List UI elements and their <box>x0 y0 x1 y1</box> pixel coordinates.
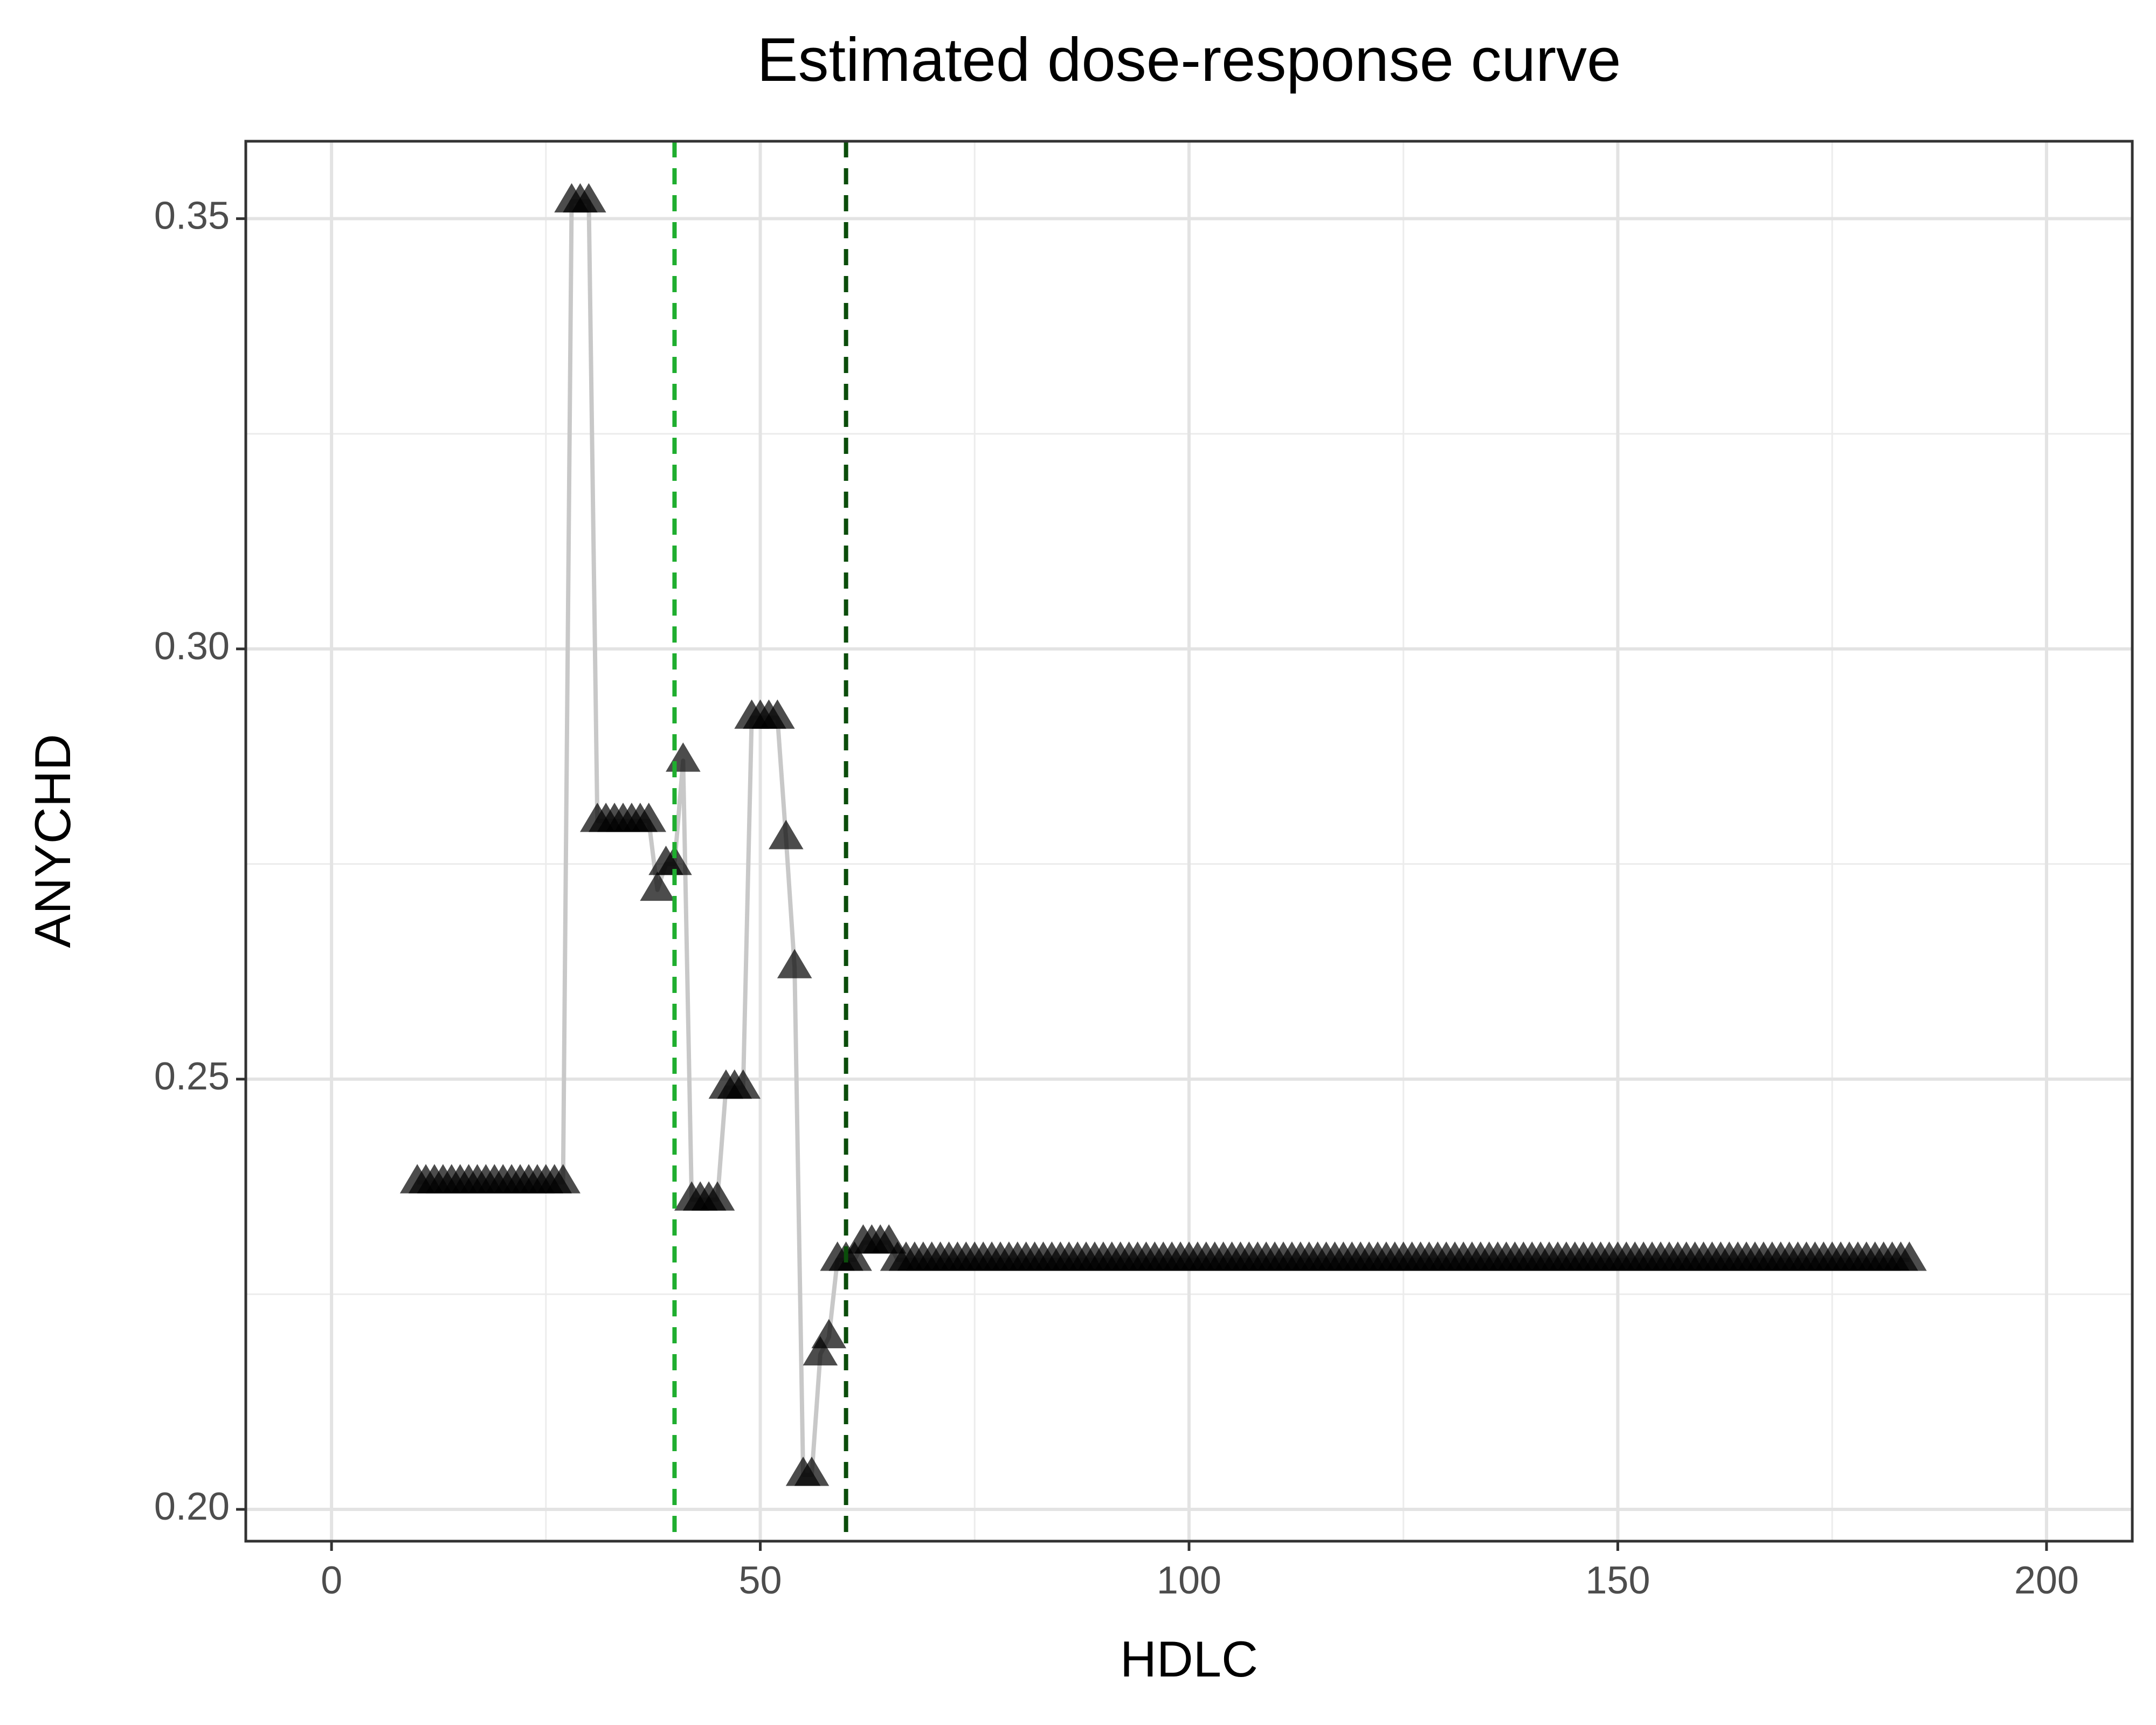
point <box>700 1181 735 1211</box>
y-tick-label: 0.35 <box>154 195 230 238</box>
chart-title: Estimated dose-response curve <box>757 26 1621 94</box>
point <box>760 699 795 729</box>
point <box>837 1241 872 1271</box>
point <box>803 1336 838 1366</box>
y-tick-label: 0.20 <box>154 1485 230 1528</box>
x-tick-label: 100 <box>1157 1559 1221 1602</box>
x-tick-label: 200 <box>2014 1559 2079 1602</box>
point <box>777 949 812 978</box>
point <box>811 1319 847 1349</box>
y-tick-label: 0.25 <box>154 1055 230 1098</box>
point <box>545 1164 581 1193</box>
plot-border <box>244 140 2134 1543</box>
y-axis-title: ANYCHD <box>24 734 81 948</box>
x-tick-label: 150 <box>1585 1559 1650 1602</box>
x-tick-label: 50 <box>738 1559 782 1602</box>
point <box>640 871 675 901</box>
point <box>725 1069 761 1099</box>
point <box>768 819 804 850</box>
point <box>571 183 606 213</box>
x-axis-title: HDLC <box>1120 1631 1258 1687</box>
x-tick-label: 0 <box>321 1559 342 1602</box>
y-tick-label: 0.30 <box>154 625 230 668</box>
point <box>631 802 667 832</box>
point <box>794 1457 830 1486</box>
point <box>657 845 692 875</box>
point <box>1892 1241 1927 1271</box>
